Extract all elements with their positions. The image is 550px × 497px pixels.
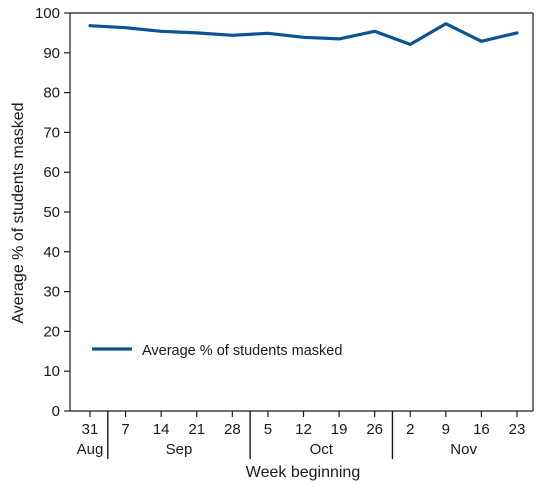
x-tick-label: 21 — [188, 421, 205, 438]
x-tick-label: 14 — [153, 421, 170, 438]
y-tick-label: 80 — [43, 85, 60, 102]
legend-label: Average % of students masked — [142, 343, 342, 359]
y-axis-title: Average % of students masked — [10, 102, 27, 323]
x-tick-label: 16 — [473, 421, 490, 438]
y-tick-label: 60 — [43, 164, 60, 181]
y-tick-label: 30 — [43, 284, 60, 301]
x-tick-label: 12 — [295, 421, 312, 438]
month-label: Aug — [77, 441, 104, 458]
y-tick-label: 20 — [43, 323, 60, 340]
month-label: Oct — [310, 441, 334, 458]
y-tick-label: 100 — [35, 5, 60, 22]
x-tick-label: 2 — [406, 421, 414, 438]
y-tick-label: 40 — [43, 244, 60, 261]
x-tick-label: 28 — [224, 421, 241, 438]
month-label: Nov — [450, 441, 477, 458]
x-axis-title: Week beginning — [246, 464, 360, 481]
x-axis-ticks: 31 7 14 21 28 5 12 19 26 2 9 16 23 — [82, 411, 526, 438]
x-tick-label: 19 — [331, 421, 348, 438]
series-line-students-masked — [88, 22, 519, 46]
y-tick-label: 50 — [43, 204, 60, 221]
y-axis-ticks: 0 10 20 30 40 50 60 70 80 90 100 — [35, 5, 70, 420]
x-axis-month-groups: Aug Sep Oct Nov — [77, 411, 477, 459]
legend: Average % of students masked — [92, 343, 342, 359]
x-tick-label: 7 — [121, 421, 129, 438]
x-tick-label: 23 — [509, 421, 526, 438]
y-tick-label: 10 — [43, 363, 60, 380]
y-tick-label: 0 — [52, 403, 60, 420]
x-tick-label: 5 — [264, 421, 272, 438]
x-tick-label: 26 — [366, 421, 383, 438]
y-tick-label: 90 — [43, 45, 60, 62]
x-tick-label: 31 — [82, 421, 99, 438]
y-tick-label: 70 — [43, 124, 60, 141]
plot-frame — [69, 12, 534, 412]
month-label: Sep — [166, 441, 193, 458]
x-tick-label: 9 — [442, 421, 450, 438]
